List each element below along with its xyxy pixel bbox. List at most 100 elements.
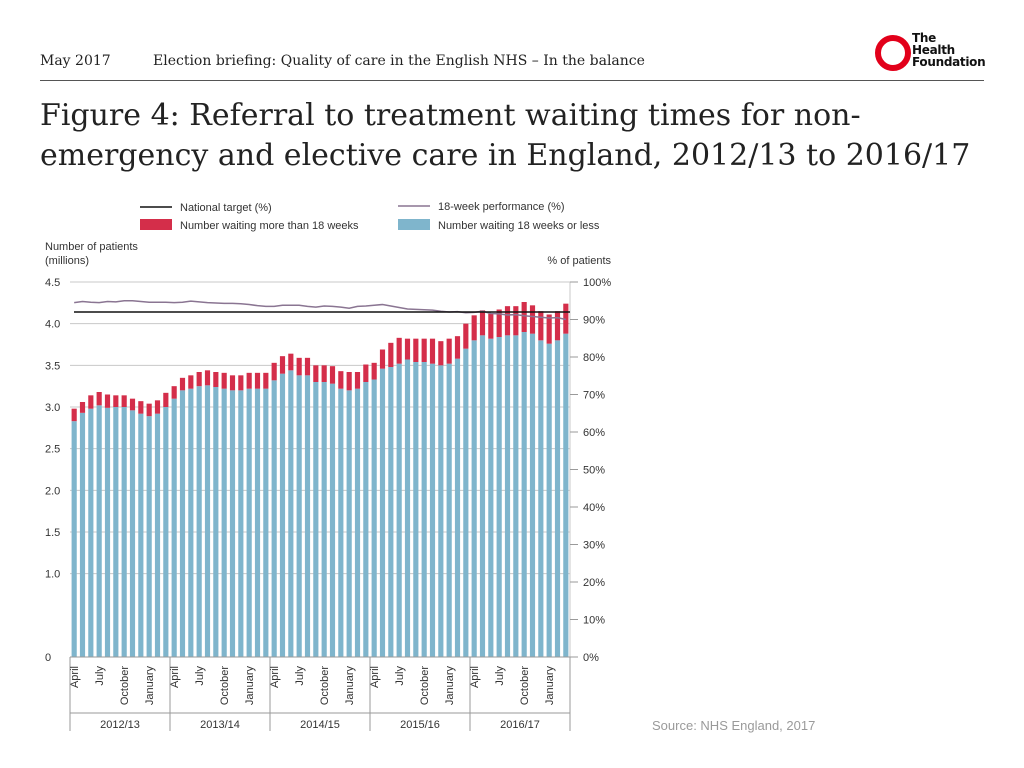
bar-over18 xyxy=(488,313,494,339)
bar-under18 xyxy=(354,388,361,657)
bar-over18 xyxy=(346,372,352,391)
bar-over18 xyxy=(563,303,569,334)
left-tick-label: 3.0 xyxy=(45,402,60,414)
bar-under18 xyxy=(154,413,161,657)
bar-under18 xyxy=(179,390,186,657)
bar-over18 xyxy=(479,310,486,336)
left-tick-label: 4.5 xyxy=(45,277,60,289)
bar-under18 xyxy=(271,380,277,657)
bar-under18 xyxy=(304,375,311,657)
bar-over18 xyxy=(171,386,177,399)
bar-under18 xyxy=(463,348,469,657)
bar-over18 xyxy=(229,375,236,391)
bar-over18 xyxy=(321,365,327,382)
right-axis-title: % of patients xyxy=(547,255,611,267)
month-label: October xyxy=(119,666,131,705)
legend-over18-label: Number waiting more than 18 weeks xyxy=(180,220,359,232)
bar-under18 xyxy=(229,390,236,657)
bar-over18 xyxy=(204,370,211,386)
bar-under18 xyxy=(438,365,444,657)
bar-under18 xyxy=(171,398,177,657)
bar-over18 xyxy=(429,338,436,364)
bar-over18 xyxy=(163,392,169,407)
logo-ring-icon xyxy=(875,35,911,71)
month-label: October xyxy=(519,666,531,705)
bar-under18 xyxy=(329,383,336,657)
left-tick-label: 0 xyxy=(45,652,51,664)
month-label: October xyxy=(419,666,431,705)
bar-under18 xyxy=(246,388,252,657)
right-tick-label: 70% xyxy=(583,390,605,402)
logo-text: The Health Foundation xyxy=(912,31,986,68)
bar-over18 xyxy=(88,395,94,409)
figure-title: Figure 4: Referral to treatment waiting … xyxy=(40,98,971,173)
bar-under18 xyxy=(263,388,269,657)
logo-line-1: The xyxy=(912,31,936,45)
legend-target-label: National target (%) xyxy=(180,202,272,214)
bar-under18 xyxy=(221,388,227,657)
month-label: January xyxy=(544,666,556,706)
bar-under18 xyxy=(471,340,477,657)
right-tick-label: 0% xyxy=(583,652,599,664)
header-date: May 2017 xyxy=(40,53,111,69)
bar-under18 xyxy=(188,388,194,657)
month-label: July xyxy=(294,666,306,686)
bar-over18 xyxy=(446,338,452,364)
bar-under18 xyxy=(346,390,352,657)
right-tick-label: 90% xyxy=(583,315,605,327)
bar-over18 xyxy=(538,311,544,341)
bar-over18 xyxy=(113,395,119,407)
month-label: July xyxy=(394,666,406,686)
bar-over18 xyxy=(354,372,361,389)
bar-over18 xyxy=(179,377,186,391)
month-label: April xyxy=(469,666,481,688)
bar-under18 xyxy=(104,407,111,657)
right-tick-label: 10% xyxy=(583,615,605,627)
bar-over18 xyxy=(363,364,369,382)
right-tick-label: 50% xyxy=(583,465,605,477)
bar-under18 xyxy=(96,405,102,657)
health-foundation-logo: The Health Foundation xyxy=(875,31,986,72)
bar-over18 xyxy=(371,362,377,380)
bar-under18 xyxy=(496,337,502,657)
bar-under18 xyxy=(379,368,386,657)
bar-under18 xyxy=(521,332,527,657)
bar-over18 xyxy=(146,403,152,417)
month-label: April xyxy=(69,666,81,688)
bar-under18 xyxy=(371,379,377,657)
year-label: 2016/17 xyxy=(500,719,540,731)
bar-under18 xyxy=(196,386,202,657)
bar-over18 xyxy=(421,338,427,362)
bar-under18 xyxy=(88,408,94,657)
legend-under18-label: Number waiting 18 weeks or less xyxy=(438,220,600,232)
left-tick-label: 2.5 xyxy=(45,444,60,456)
bar-over18 xyxy=(404,338,411,360)
bar-over18 xyxy=(96,392,102,406)
bar-under18 xyxy=(479,335,486,657)
bar-over18 xyxy=(196,372,202,387)
bar-over18 xyxy=(338,371,344,389)
bar-over18 xyxy=(521,302,527,332)
month-label: April xyxy=(269,666,281,688)
bar-over18 xyxy=(121,395,127,407)
year-label: 2014/15 xyxy=(300,719,340,731)
bar-under18 xyxy=(296,375,302,657)
month-label: April xyxy=(169,666,181,688)
bar-over18 xyxy=(413,338,419,362)
bar-under18 xyxy=(238,390,244,657)
right-tick-label: 100% xyxy=(583,277,611,289)
left-axis-title-line1: Number of patients xyxy=(45,241,138,253)
month-label: July xyxy=(494,666,506,686)
bar-over18 xyxy=(546,314,552,344)
bar-over18 xyxy=(129,398,136,411)
bar-over18 xyxy=(454,336,461,359)
bar-over18 xyxy=(513,306,519,336)
right-tick-label: 30% xyxy=(583,540,605,552)
month-label: January xyxy=(444,666,456,706)
logo-line-2: Health xyxy=(912,43,955,57)
month-label: April xyxy=(369,666,381,688)
bar-under18 xyxy=(71,421,77,657)
bar-over18 xyxy=(71,408,77,422)
bar-over18 xyxy=(271,362,277,381)
bar-over18 xyxy=(138,401,144,414)
